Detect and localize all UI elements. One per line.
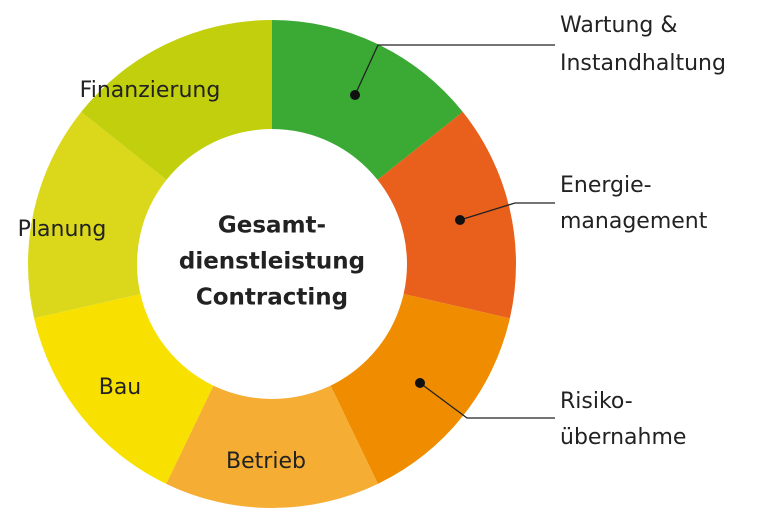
center-text: dienstleistung <box>179 249 365 275</box>
ring <box>28 20 516 508</box>
segment <box>272 20 463 180</box>
callout-dot <box>455 215 465 225</box>
callout-line <box>354 44 555 96</box>
segment <box>330 294 510 484</box>
segment-label: Finanzierung <box>80 78 221 103</box>
callouts <box>354 44 555 419</box>
callout-dots <box>350 90 465 388</box>
center-text: Contracting <box>196 285 348 311</box>
segment <box>166 385 378 508</box>
callout-dot <box>350 90 360 100</box>
center-text: Gesamt- <box>218 213 326 239</box>
segment-label: übernahme <box>560 425 686 450</box>
segment-label: Energie- <box>560 173 652 198</box>
segment-label: Bau <box>99 375 142 400</box>
segment-label: Betrieb <box>226 449 306 474</box>
segment-label: Instandhaltung <box>560 51 726 76</box>
segment-label: Planung <box>18 217 107 242</box>
segment <box>377 111 516 319</box>
segment <box>34 294 214 484</box>
segment-label: Wartung & <box>560 13 678 38</box>
callout-line <box>419 382 555 419</box>
segment <box>81 20 272 180</box>
segment-label: management <box>560 209 708 234</box>
callout-dot <box>415 378 425 388</box>
segment <box>28 111 167 319</box>
segment-label: Risiko- <box>560 389 633 414</box>
callout-line <box>459 202 555 221</box>
